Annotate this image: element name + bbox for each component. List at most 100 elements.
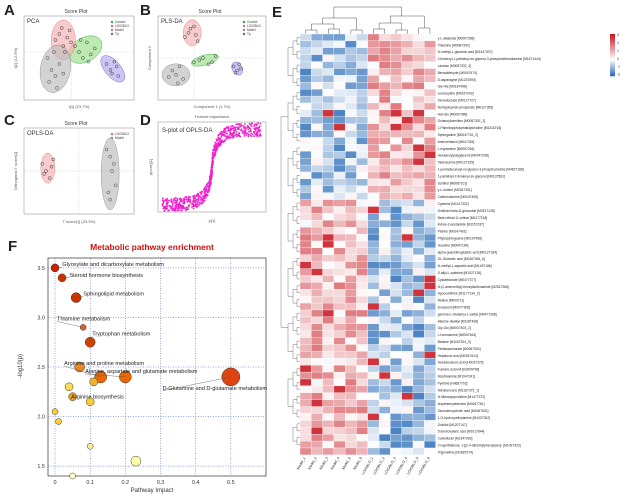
splot-point — [179, 197, 182, 200]
heatmap-row-label: Trigonelline [M1687274] — [438, 450, 473, 454]
splot-point — [180, 200, 183, 203]
splot-point — [252, 130, 255, 133]
score-point — [106, 190, 111, 195]
heatmap-cell — [390, 109, 402, 117]
score-point — [61, 44, 66, 48]
heatmap-cell — [322, 337, 335, 345]
heatmap-cell — [378, 302, 391, 311]
heatmap-cell — [378, 144, 391, 152]
heatmap-cell — [378, 420, 391, 428]
heatmap-cell — [401, 213, 414, 221]
splot-point — [213, 147, 216, 150]
heatmap-cell — [356, 171, 368, 180]
heatmap-cell — [322, 40, 335, 48]
splot-point — [205, 187, 208, 190]
heatmap-cell — [356, 102, 368, 111]
heatmap-cell — [412, 309, 425, 318]
heatmap-cell — [367, 75, 380, 83]
heatmap-row-label: Tanreductase [M0127727] — [438, 98, 476, 102]
heatmap-cell — [333, 171, 346, 180]
heatmap-cell — [333, 268, 346, 276]
heatmap-cell — [299, 185, 312, 193]
score-point — [206, 62, 211, 67]
heatmap-cell — [311, 420, 323, 428]
heatmap-cell — [424, 102, 436, 111]
splot-point — [211, 166, 213, 168]
heatmap-row-label: Indole-3-acetamide [M1157337] — [438, 223, 484, 227]
heatmap-cell — [378, 378, 391, 387]
heatmap-row-label: Isopentenyladenine [M0047761] — [438, 402, 485, 406]
legend-label: Tp — [115, 32, 119, 36]
heatmap-cell — [390, 275, 402, 283]
heatmap-cell — [424, 33, 436, 42]
heatmap-cell — [412, 33, 425, 42]
heatmap-cell — [424, 392, 436, 400]
heatmap-cell — [345, 199, 357, 207]
heatmap-cell — [390, 302, 402, 311]
score-point — [176, 81, 180, 85]
heatmap-cell — [424, 282, 436, 290]
heatmap-cell — [299, 95, 312, 104]
heatmap-cell — [390, 137, 402, 145]
heatmap-cell — [367, 116, 380, 124]
heatmap-cell — [401, 440, 414, 449]
heatmap-cell — [412, 247, 425, 255]
splot-point — [214, 146, 217, 148]
heatmap-cell — [424, 316, 436, 324]
heatmap-cell — [311, 434, 323, 442]
heatmap-cell — [390, 178, 402, 186]
row-dendrogram — [280, 37, 300, 445]
heatmap-cell — [412, 240, 425, 249]
heatmap-row-label: Gly-His [M0187498] — [438, 85, 467, 89]
heatmap-cell — [333, 47, 346, 55]
heatmap-cell — [311, 309, 323, 318]
heatmap-cell — [424, 261, 436, 269]
heatmap-cell — [322, 323, 335, 331]
heatmap-cell — [333, 199, 346, 207]
heatmap-cell — [367, 337, 380, 345]
splot-point — [219, 137, 222, 140]
score-point — [194, 33, 198, 37]
heatmap-cell — [333, 385, 346, 393]
heatmap-cell — [390, 33, 402, 42]
splot-point — [161, 199, 164, 202]
heatmap-cell — [401, 61, 414, 69]
heatmap-cell — [367, 316, 380, 324]
heatmap-row-label: Taurodeoxycholic acid [M1087631] — [438, 409, 489, 413]
heatmap-cell — [424, 296, 436, 304]
splot-point — [189, 200, 192, 203]
splot-point — [166, 205, 169, 207]
score-point — [116, 74, 121, 78]
heatmap-cell — [390, 158, 402, 166]
heatmap-cell — [424, 406, 436, 414]
heatmap-cell — [401, 358, 414, 366]
color-scale-label: 2 — [617, 41, 619, 45]
heatmap-cell — [424, 75, 436, 83]
heatmap-cell — [424, 337, 436, 345]
heatmap-cell — [322, 309, 335, 318]
heatmap-cell — [401, 192, 414, 200]
splot-point — [189, 196, 192, 198]
heatmap-cell — [401, 95, 414, 104]
heatmap-cell — [401, 137, 414, 145]
heatmap-cell — [424, 434, 436, 442]
heatmap-cell — [378, 447, 391, 456]
heatmap-cell — [378, 206, 391, 214]
splot-point — [238, 132, 241, 135]
heatmap-cell — [345, 406, 357, 414]
heatmap-cell — [322, 137, 335, 145]
heatmap-cell — [299, 447, 312, 456]
heatmap-cell — [401, 268, 414, 276]
x-tick-label: 0.5 — [227, 480, 235, 486]
heatmap-row-label: Guanine [M0047164] — [438, 243, 469, 247]
heatmap-cell — [401, 158, 414, 166]
heatmap-cell — [390, 309, 402, 318]
heatmap-cell — [333, 206, 346, 214]
splot-point — [166, 197, 168, 200]
heatmap-cell — [299, 406, 312, 414]
pathway-annotation: D-Glutamine and D-glutamate metabolism — [163, 386, 268, 392]
panel-letter-c: C — [4, 112, 15, 129]
splot-point — [181, 204, 184, 207]
heatmap-cell — [367, 413, 380, 421]
